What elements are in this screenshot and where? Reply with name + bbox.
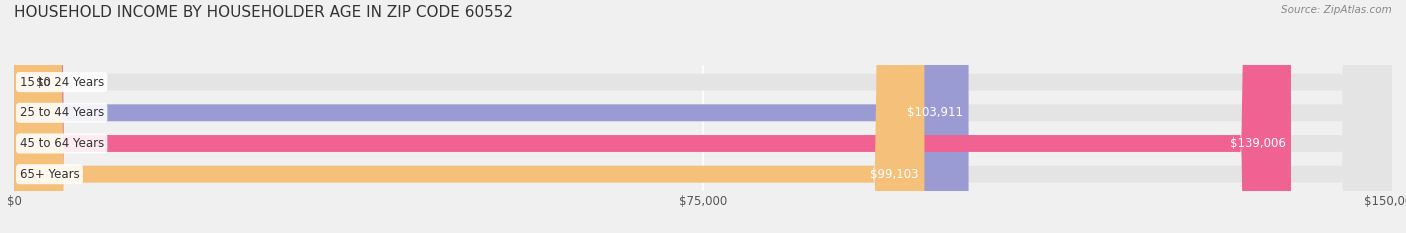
FancyBboxPatch shape [14,0,1291,233]
FancyBboxPatch shape [14,0,969,233]
Text: 25 to 44 Years: 25 to 44 Years [20,106,104,119]
FancyBboxPatch shape [14,0,1392,233]
Text: 15 to 24 Years: 15 to 24 Years [20,76,104,89]
Text: 45 to 64 Years: 45 to 64 Years [20,137,104,150]
Text: HOUSEHOLD INCOME BY HOUSEHOLDER AGE IN ZIP CODE 60552: HOUSEHOLD INCOME BY HOUSEHOLDER AGE IN Z… [14,5,513,20]
Text: $0: $0 [37,76,51,89]
Text: Source: ZipAtlas.com: Source: ZipAtlas.com [1281,5,1392,15]
Text: 65+ Years: 65+ Years [20,168,79,181]
FancyBboxPatch shape [14,0,1392,233]
Text: $103,911: $103,911 [907,106,963,119]
FancyBboxPatch shape [14,0,924,233]
Text: $99,103: $99,103 [870,168,920,181]
FancyBboxPatch shape [14,0,1392,233]
Text: $139,006: $139,006 [1230,137,1285,150]
FancyBboxPatch shape [14,0,1392,233]
